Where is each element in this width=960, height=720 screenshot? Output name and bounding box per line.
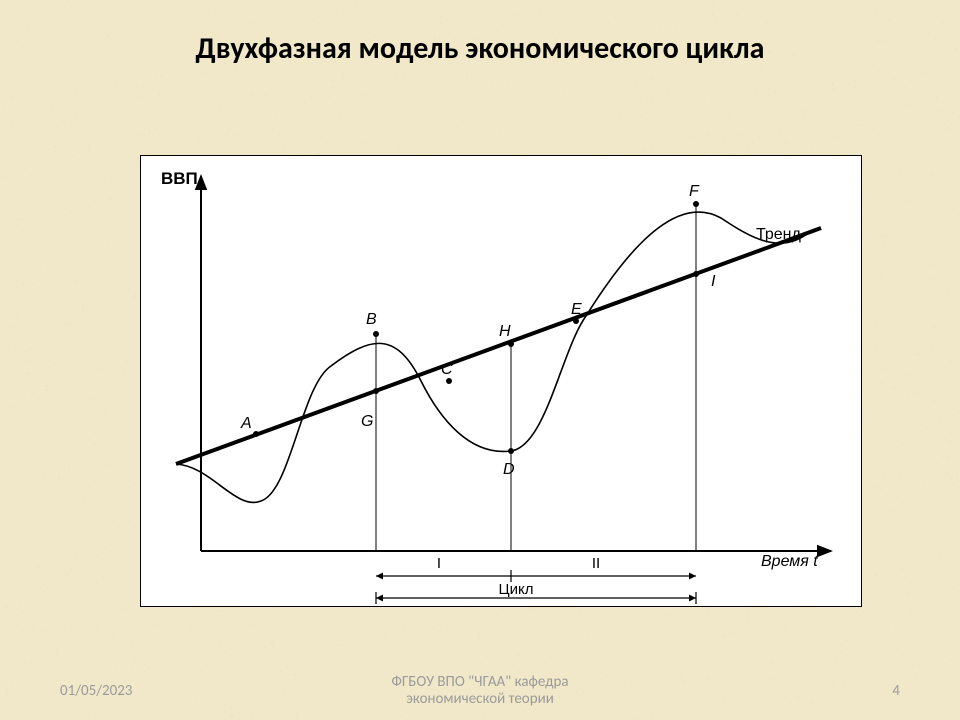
point-F: [693, 201, 699, 207]
point-label-G: G: [361, 413, 373, 430]
point-label-I: I: [711, 273, 716, 290]
footer-line1: ФГБОУ ВПО "ЧГАА" кафедра: [391, 673, 568, 691]
phase-label-I: I: [437, 555, 441, 572]
point-label-F: F: [689, 183, 700, 200]
phase-label-II: II: [592, 555, 600, 572]
slide: Двухфазная модель экономического цикла В…: [0, 0, 960, 720]
y-axis-label: ВВП: [161, 169, 198, 188]
x-axis-label: Время t: [761, 553, 818, 570]
point-label-E: E: [571, 301, 582, 318]
point-label-C: C: [441, 361, 453, 378]
point-E: [573, 318, 579, 324]
point-G: [373, 388, 379, 394]
cycle-wave: [176, 212, 811, 502]
point-B: [373, 331, 379, 337]
point-I: [693, 271, 699, 277]
point-A: [253, 431, 259, 437]
point-label-D: D: [503, 461, 515, 478]
trend-line: [176, 228, 821, 464]
slide-title: Двухфазная модель экономического цикла: [0, 30, 960, 67]
point-H: [508, 341, 514, 347]
cycle-label: Цикл: [499, 581, 534, 598]
point-label-A: A: [240, 415, 252, 432]
chart-panel: ВВПВремя tТрендABGCDHEFIIIIЦикл: [140, 155, 862, 607]
footer-institution: ФГБОУ ВПО "ЧГАА" кафедра экономической т…: [0, 674, 960, 709]
point-D: [508, 448, 514, 454]
point-label-B: B: [366, 311, 377, 328]
footer-page-number: 4: [892, 682, 900, 700]
footer-line2: экономической теории: [406, 690, 554, 708]
point-C: [446, 378, 452, 384]
point-label-H: H: [499, 323, 511, 340]
economic-cycle-chart: ВВПВремя tТрендABGCDHEFIIIIЦикл: [141, 156, 861, 606]
